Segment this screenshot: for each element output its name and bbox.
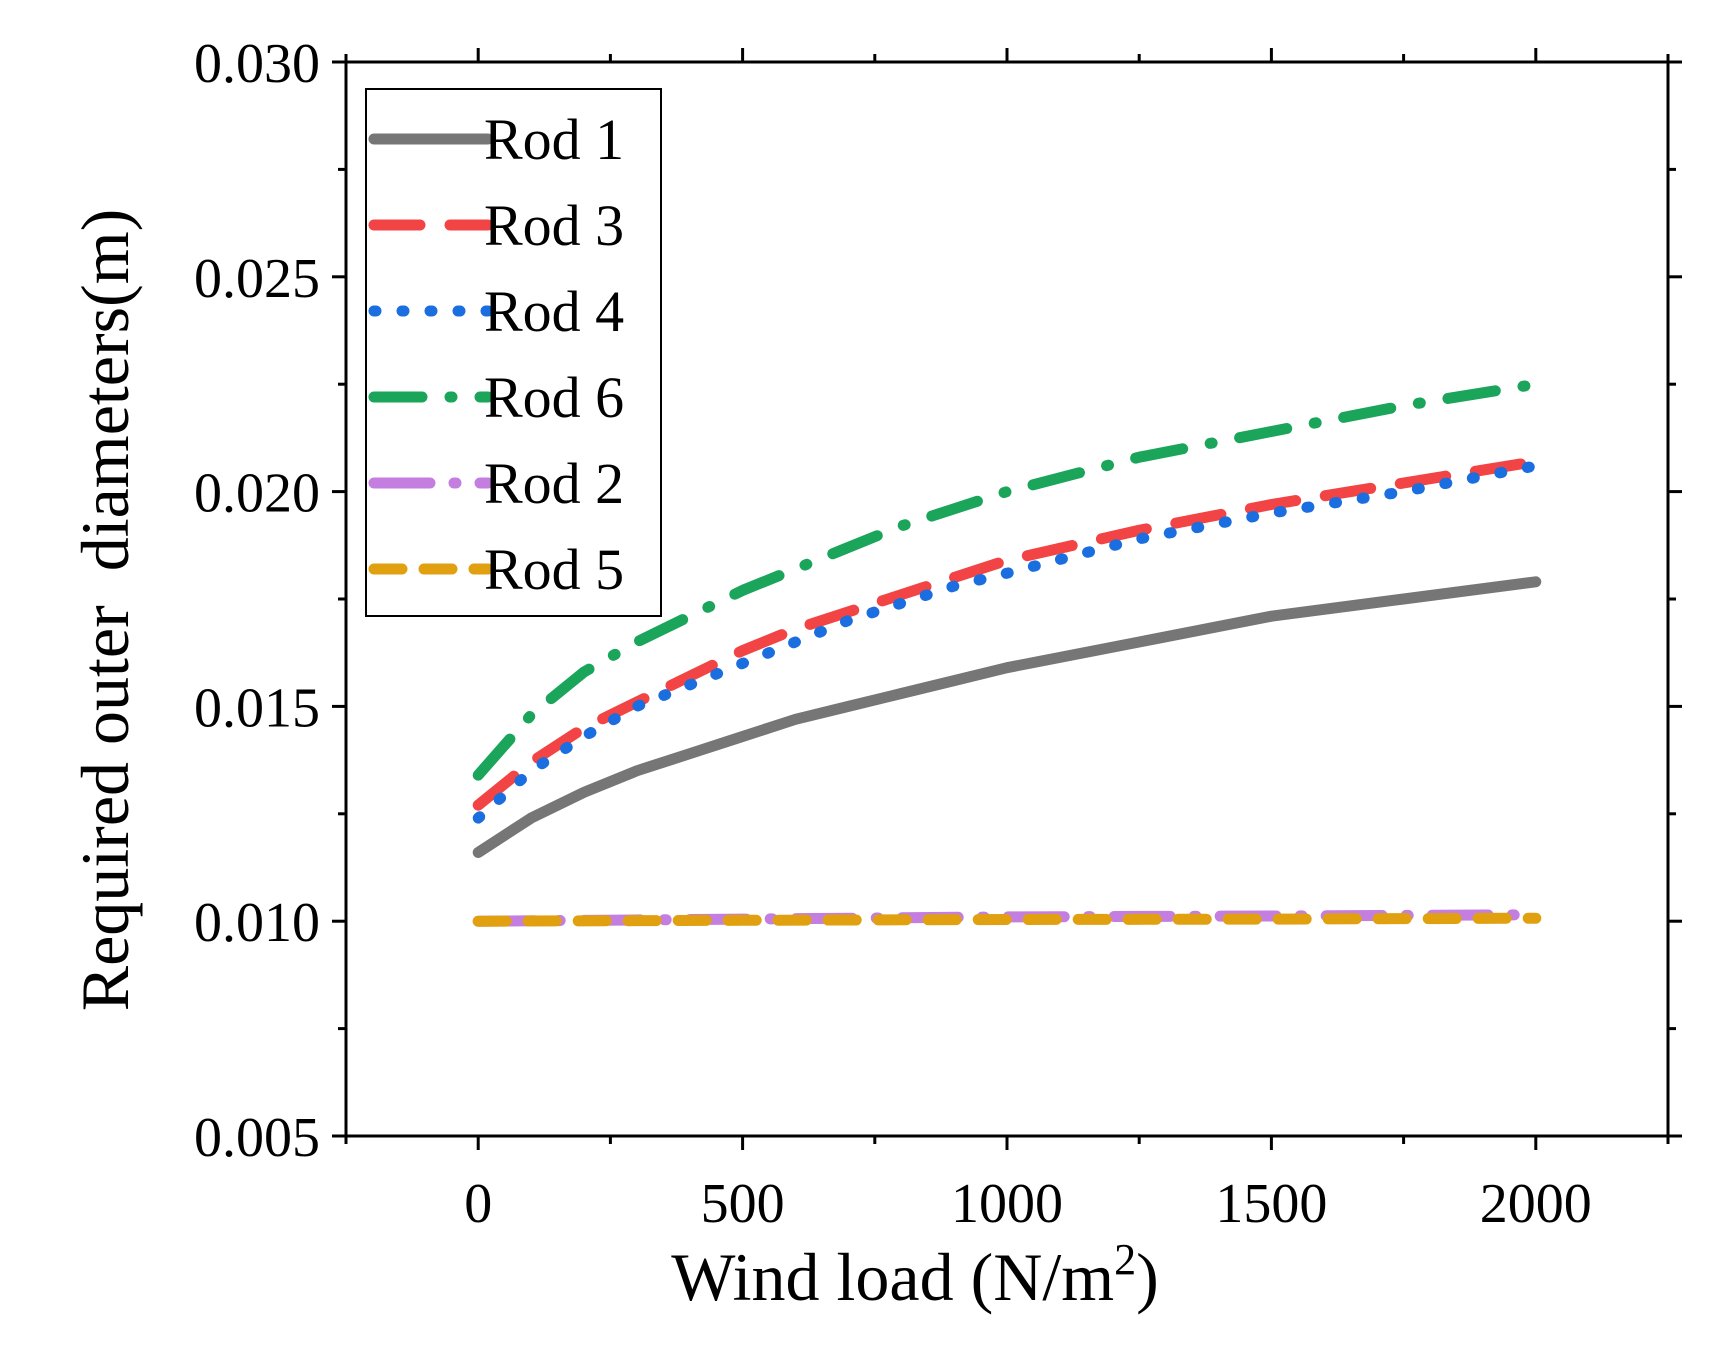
y-tick-label: 0.025 xyxy=(194,248,320,310)
x-tick-label: 500 xyxy=(701,1173,785,1235)
x-axis-title-end: ) xyxy=(1136,1239,1159,1315)
series-line-rod-5 xyxy=(472,912,1542,927)
y-tick-label: 0.030 xyxy=(194,33,320,95)
series-layer xyxy=(472,378,1542,927)
y-axis-title: Required outer diameters(m) xyxy=(67,209,143,1012)
series-line-rod-6 xyxy=(472,378,1542,781)
legend-label: Rod 3 xyxy=(484,193,624,258)
series-line-rod-3 xyxy=(472,456,1542,811)
legend-label: Rod 5 xyxy=(484,537,624,602)
legend-box xyxy=(365,88,662,617)
legend-label: Rod 2 xyxy=(484,451,624,516)
ticks-layer: 0 500 1000 1500 2000 0.005 0.010 0.015 0.020 0.02… xyxy=(194,33,1682,1235)
y-tick-label: 0.015 xyxy=(194,677,320,739)
y-tick-label: 0.005 xyxy=(194,1107,320,1169)
x-tick-label: 2000 xyxy=(1480,1173,1592,1235)
x-axis-title-main: Wind load (N/m xyxy=(671,1239,1114,1315)
legend: Rod 1 Rod 3 Rod 4 Rod 6 Rod 2 Rod 5 xyxy=(365,88,662,617)
y-tick-label: 0.010 xyxy=(194,892,320,954)
series-line-rod-1 xyxy=(472,576,1542,858)
x-axis-title-superscript: 2 xyxy=(1114,1235,1136,1284)
legend-label: Rod 1 xyxy=(484,107,624,172)
y-tick-label: 0.020 xyxy=(194,463,320,525)
legend-label: Rod 6 xyxy=(484,365,624,430)
x-tick-label: 0 xyxy=(464,1173,492,1235)
series-line-rod-4 xyxy=(472,460,1542,824)
legend-label: Rod 4 xyxy=(484,279,624,344)
x-axis-title: Wind load (N/m2) xyxy=(671,1235,1159,1315)
x-tick-label: 1000 xyxy=(951,1173,1063,1235)
x-tick-label: 1500 xyxy=(1215,1173,1327,1235)
